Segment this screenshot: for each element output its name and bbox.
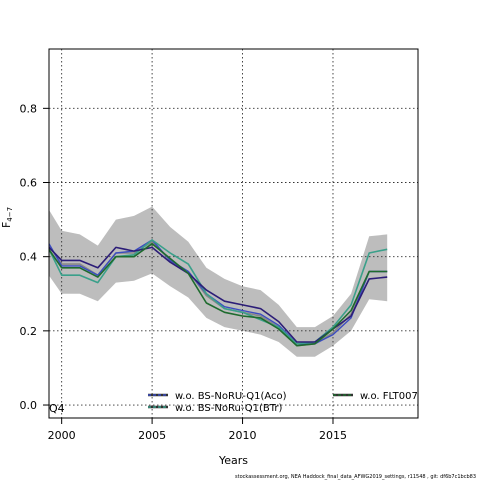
x-tick-label: 2015	[319, 429, 347, 442]
y-tick-label: 0.8	[20, 102, 38, 115]
x-tick-label: 2010	[229, 429, 257, 442]
y-tick-label: 0.2	[20, 325, 38, 338]
footer-credit: stockassessment.org, NEA Haddock_final_d…	[235, 474, 476, 480]
y-axis-title-subscript: 4−7	[6, 207, 14, 222]
x-tick-label: 2005	[138, 429, 166, 442]
x-tick-label: 2000	[48, 429, 76, 442]
y-axis-title: F4−7	[0, 207, 14, 228]
grid	[49, 49, 418, 418]
y-tick-label: 0.4	[20, 251, 38, 264]
series-line-4	[49, 242, 388, 347]
x-axis-title: Years	[218, 454, 248, 467]
y-axis: 0.0 0.2 0.4 0.6 0.8	[20, 102, 49, 412]
legend-label: w.o. BS-NoRu-Q1(BTr)	[175, 403, 283, 414]
confidence-band	[49, 206, 388, 357]
series-lines	[49, 239, 388, 347]
y-tick-label: 0.0	[20, 399, 38, 412]
legend: w.o. BS-NoRU-Q1(Aco)w.o. BS-NoRu-Q1(BTr)…	[148, 391, 418, 414]
x-axis: 2000 2005 2010 2015	[48, 418, 347, 442]
y-tick-label: 0.6	[20, 177, 38, 190]
quarter-label: Q4	[49, 402, 65, 415]
plot-frame	[48, 48, 419, 419]
y-axis-title-main: F	[0, 222, 13, 228]
series-line-2	[49, 239, 388, 345]
legend-label: w.o. BS-NoRU-Q1(Aco)	[175, 391, 287, 402]
legend-label: w.o. FLT007	[360, 391, 418, 402]
band-area	[49, 206, 388, 357]
